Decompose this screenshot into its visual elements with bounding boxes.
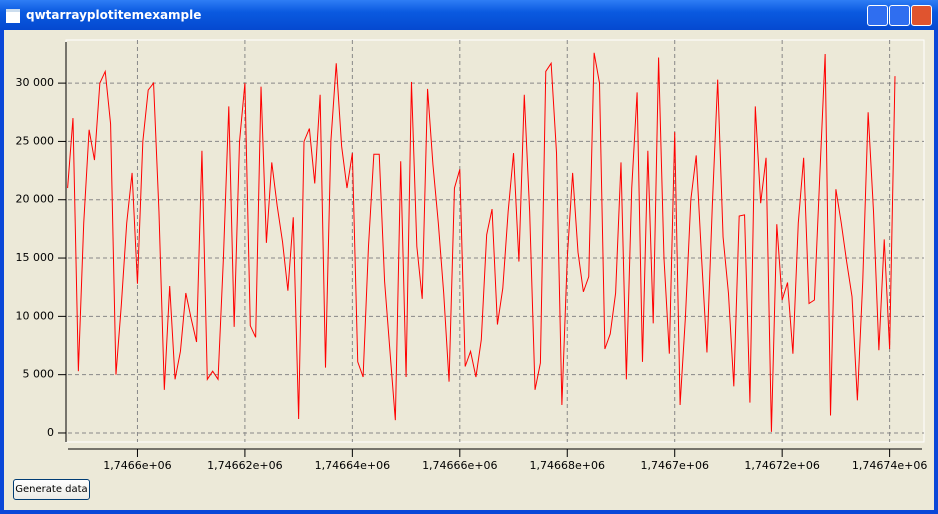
x-tick-label: 1,7467e+06	[640, 459, 708, 472]
data-line	[67, 52, 896, 432]
x-tick-label: 1,74664e+06	[315, 459, 390, 472]
plot-canvas	[65, 39, 925, 443]
y-tick-label: 10 000	[16, 309, 55, 322]
title-bar: qwtarrayplotitemexample	[0, 0, 938, 30]
x-tick-label: 1,74672e+06	[744, 459, 819, 472]
window-icon	[6, 9, 20, 23]
x-tick-label: 1,74662e+06	[207, 459, 282, 472]
minimize-button[interactable]	[867, 5, 888, 26]
x-tick-label: 1,74668e+06	[530, 459, 605, 472]
x-tick-label: 1,74674e+06	[852, 459, 927, 472]
y-tick-label: 20 000	[16, 193, 55, 206]
y-tick-label: 5 000	[23, 368, 55, 381]
maximize-button[interactable]	[889, 5, 910, 26]
close-button[interactable]	[911, 5, 932, 26]
generate-data-button[interactable]: Generate data	[13, 479, 90, 500]
window-title: qwtarrayplotitemexample	[26, 8, 202, 22]
y-tick-label: 30 000	[16, 76, 55, 89]
x-tick-label: 1,7466e+06	[103, 459, 171, 472]
y-tick-label: 0	[47, 426, 54, 439]
y-tick-label: 15 000	[16, 251, 55, 264]
y-tick-label: 25 000	[16, 134, 55, 147]
x-tick-label: 1,74666e+06	[422, 459, 497, 472]
